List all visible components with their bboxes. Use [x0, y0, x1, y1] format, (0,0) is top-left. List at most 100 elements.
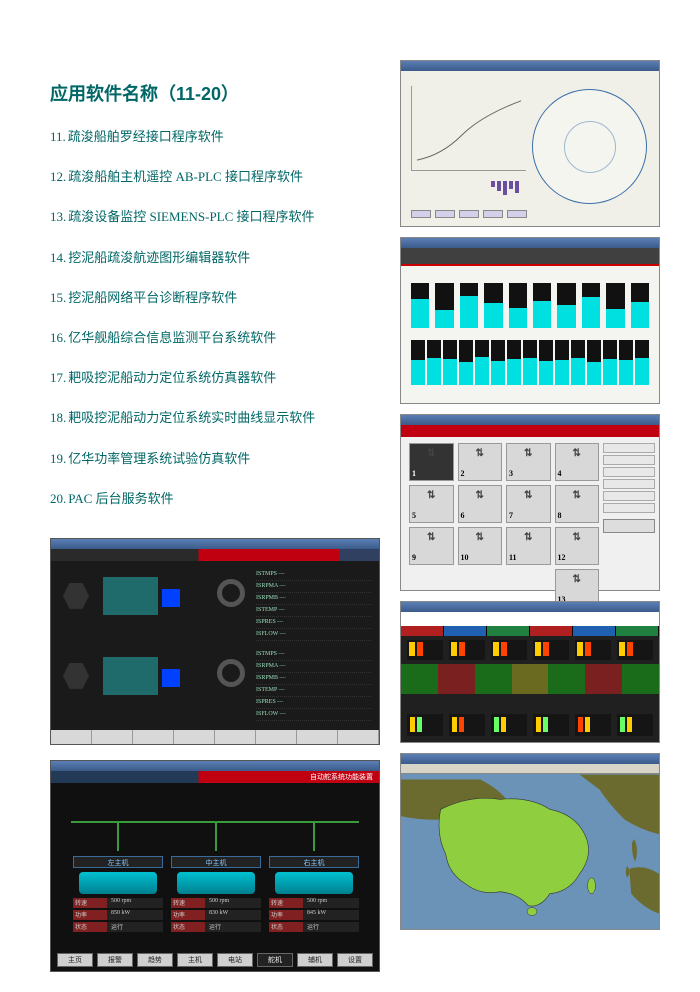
- bar: [582, 283, 600, 328]
- nav-button[interactable]: 设置: [337, 953, 373, 967]
- pump-module-2: [63, 649, 243, 719]
- gauge-row-top: [407, 640, 653, 660]
- nav-button[interactable]: 主机: [177, 953, 213, 967]
- nav-button[interactable]: 报警: [97, 953, 133, 967]
- control-buttons[interactable]: [411, 210, 527, 218]
- cell: [443, 340, 457, 385]
- nav-button[interactable]: 辅机: [297, 953, 333, 967]
- cell: [571, 340, 585, 385]
- software-list: 11.疏浚船舶罗经接口程序软件 12.疏浚船舶主机遥控 AB-PLC 接口程序软件…: [50, 128, 380, 508]
- panel-cell[interactable]: ⇅11: [506, 527, 551, 565]
- window-titlebar: [401, 602, 659, 612]
- screenshot-power-oneline: 自动舵系统功能装置 左主机转速500 rpm功率850 kW状态运行中主机转速5…: [50, 760, 380, 972]
- nav-button[interactable]: 趋势: [137, 953, 173, 967]
- column-headers: [401, 626, 659, 636]
- color-band: [401, 664, 659, 694]
- window-titlebar: [401, 754, 659, 764]
- cell: [619, 340, 633, 385]
- cell: [427, 340, 441, 385]
- window-titlebar: [51, 761, 379, 771]
- cell: [555, 340, 569, 385]
- panel-cell[interactable]: ⇅2: [458, 443, 503, 481]
- bar: [557, 283, 575, 328]
- screenshot-scada-strip: [400, 601, 660, 743]
- panel-cell[interactable]: ⇅4: [555, 443, 600, 481]
- list-item: 15.挖泥船网络平台诊断程序软件: [50, 289, 380, 307]
- nav-button[interactable]: 主页: [57, 953, 93, 967]
- header-strip: [401, 425, 659, 437]
- screenshot-scada-dark: ISTMPS —ISRPMA —ISRPMB —ISTEMP —ISPRES —…: [50, 538, 380, 745]
- screenshot-bar-monitor: [400, 237, 660, 404]
- mini-bars: [491, 181, 519, 195]
- generator-block: 中主机转速500 rpm功率830 kW状态运行: [171, 856, 261, 934]
- nav-buttons[interactable]: 主页报警趋势主机电站舵机辅机设置: [57, 953, 373, 967]
- bar: [460, 283, 478, 328]
- readout-1: ISTMPS —ISRPMA —ISRPMB —ISTEMP —ISPRES —…: [256, 569, 371, 641]
- list-item: 11.疏浚船舶罗经接口程序软件: [50, 128, 380, 146]
- header-strip: [51, 549, 379, 561]
- list-item: 14.挖泥船疏浚航迹图形编辑器软件: [50, 249, 380, 267]
- map-svg: [401, 774, 659, 929]
- bar: [484, 283, 502, 328]
- cell: [411, 340, 425, 385]
- cell: [459, 340, 473, 385]
- list-item: 18.耙吸挖泥船动力定位系统实时曲线显示软件: [50, 409, 380, 427]
- window-titlebar: [401, 238, 659, 248]
- window-titlebar: [401, 415, 659, 425]
- panel-cell[interactable]: ⇅1: [409, 443, 454, 481]
- compass-circle: [532, 89, 647, 204]
- cell: [603, 340, 617, 385]
- bar: [435, 283, 453, 328]
- panel-cell[interactable]: ⇅10: [458, 527, 503, 565]
- side-button[interactable]: [603, 519, 655, 533]
- panel-grid: ⇅1⇅2⇅3⇅4⇅5⇅6⇅7⇅8⇅9⇅10⇅11⇅12⇅13: [409, 443, 599, 607]
- bar: [411, 283, 429, 328]
- list-item: 16.亿华舰船综合信息监测平台系统软件: [50, 329, 380, 347]
- panel-cell[interactable]: ⇅8: [555, 485, 600, 523]
- window-titlebar: [51, 539, 379, 549]
- page-title: 应用软件名称（11-20）: [50, 80, 380, 106]
- panel-cell[interactable]: ⇅12: [555, 527, 600, 565]
- header-strip: 自动舵系统功能装置: [51, 771, 379, 783]
- header-strip: [401, 248, 659, 266]
- generator-block: 左主机转速500 rpm功率850 kW状态运行: [73, 856, 163, 934]
- nav-button[interactable]: 电站: [217, 953, 253, 967]
- cell: [507, 340, 521, 385]
- cell: [635, 340, 649, 385]
- left-column: 应用软件名称（11-20） 11.疏浚船舶罗经接口程序软件 12.疏浚船舶主机遥控…: [50, 80, 380, 972]
- nav-button[interactable]: 舵机: [257, 953, 293, 967]
- screenshot-nav-plot: [400, 60, 660, 227]
- list-item: 17.耙吸挖泥船动力定位系统仿真器软件: [50, 369, 380, 387]
- left-thumbnails: ISTMPS —ISRPMA —ISRPMB —ISTEMP —ISPRES —…: [50, 538, 380, 972]
- panel-cell[interactable]: ⇅3: [506, 443, 551, 481]
- cell: [539, 340, 553, 385]
- cell: [587, 340, 601, 385]
- xy-plot: [411, 86, 526, 171]
- screenshot-panel-grid: ⇅1⇅2⇅3⇅4⇅5⇅6⇅7⇅8⇅9⇅10⇅11⇅12⇅13: [400, 414, 660, 591]
- list-item: 20.PAC 后台服务软件: [50, 490, 380, 508]
- gauge-row-bottom: [407, 714, 653, 736]
- cell: [491, 340, 505, 385]
- bar: [631, 283, 649, 328]
- bar-row-top: [411, 278, 649, 328]
- cell: [475, 340, 489, 385]
- panel-cell[interactable]: ⇅7: [506, 485, 551, 523]
- panel-cell[interactable]: ⇅5: [409, 485, 454, 523]
- bottom-button-row[interactable]: [51, 730, 379, 744]
- readout-2: ISTMPS —ISRPMA —ISRPMB —ISTEMP —ISPRES —…: [256, 649, 371, 721]
- generator-block: 右主机转速500 rpm功率845 kW状态运行: [269, 856, 359, 934]
- list-item: 12.疏浚船舶主机遥控 AB-PLC 接口程序软件: [50, 168, 380, 186]
- panel-cell[interactable]: ⇅9: [409, 527, 454, 565]
- screenshot-china-map: [400, 753, 660, 930]
- list-item: 19.亿华功率管理系统试验仿真软件: [50, 450, 380, 468]
- pump-module-1: [63, 569, 243, 639]
- bar: [533, 283, 551, 328]
- page-root: 应用软件名称（11-20） 11.疏浚船舶罗经接口程序软件 12.疏浚船舶主机遥控…: [0, 0, 700, 992]
- panel-cell[interactable]: ⇅6: [458, 485, 503, 523]
- list-item: 13.疏浚设备监控 SIEMENS-PLC 接口程序软件: [50, 208, 380, 226]
- window-titlebar: [401, 61, 659, 71]
- bar: [509, 283, 527, 328]
- right-column: ⇅1⇅2⇅3⇅4⇅5⇅6⇅7⇅8⇅9⇅10⇅11⇅12⇅13: [400, 60, 660, 972]
- bar: [606, 283, 624, 328]
- cell: [523, 340, 537, 385]
